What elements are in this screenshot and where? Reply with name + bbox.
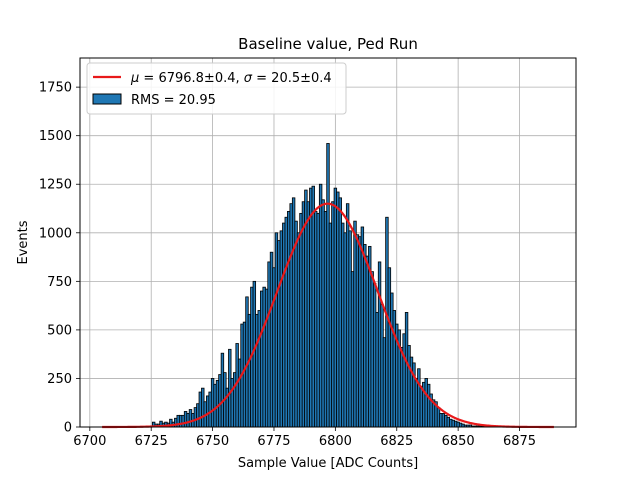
x-tick-label: 6875 (503, 434, 536, 449)
legend-histogram-swatch (92, 93, 122, 105)
x-tick-label: 6725 (135, 434, 168, 449)
y-tick-label: 1500 (39, 129, 72, 144)
x-tick-label: 6700 (73, 434, 106, 449)
legend-mu-symbol: μ (130, 71, 139, 86)
x-tick-label: 6800 (319, 434, 352, 449)
y-axis-label: Events (16, 220, 31, 264)
histogram-bars (151, 143, 487, 428)
y-tick-label: 0 (64, 421, 72, 436)
x-tick-label: 6750 (196, 434, 229, 449)
plot-frame (79, 57, 577, 428)
legend-histogram-label: RMS = 20.95 (131, 93, 216, 108)
y-tick-label: 1000 (39, 226, 72, 241)
y-tick-label: 1250 (39, 178, 72, 193)
y-tick-label: 250 (47, 372, 72, 387)
legend-sigma-value: = 20.5±0.4 (252, 71, 332, 86)
chart-title: Baseline value, Ped Run (238, 35, 418, 53)
x-axis-ticks: 6700 6725 6750 6775 6800 6825 6850 6875 (73, 427, 536, 449)
gaussian-fit-line (102, 202, 554, 429)
y-axis-ticks: 0 250 500 750 1000 1250 1500 1750 (39, 81, 80, 436)
y-tick-label: 750 (47, 275, 72, 290)
legend-mu-value: = 6796.8±0.4, (139, 71, 243, 86)
y-tick-label: 1750 (39, 81, 72, 96)
legend-box (86, 62, 347, 115)
y-tick-label: 500 (47, 323, 72, 338)
legend-fit-label: μ = 6796.8±0.4, σ = 20.5±0.4 (130, 71, 332, 86)
x-axis-label: Sample Value [ADC Counts] (238, 456, 418, 471)
legend: μ = 6796.8±0.4, σ = 20.5±0.4 RMS = 20.95 (86, 62, 347, 115)
x-tick-label: 6850 (442, 434, 475, 449)
legend-sigma-symbol: σ (244, 71, 253, 86)
x-tick-label: 6775 (257, 434, 290, 449)
x-tick-label: 6825 (380, 434, 413, 449)
